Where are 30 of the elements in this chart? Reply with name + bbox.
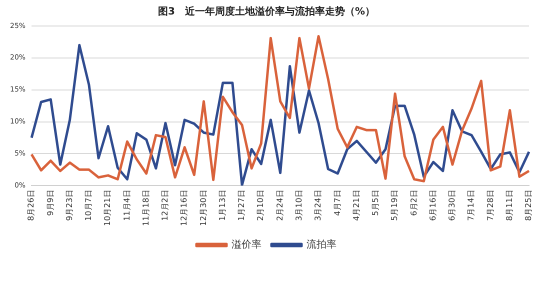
x-tick-label: 9月23日 [64, 190, 74, 221]
x-tick-label: 11月4日 [122, 190, 132, 221]
x-tick-label: 1月27日 [237, 190, 246, 221]
x-tick-label: 2月10日 [256, 190, 266, 221]
x-tick-label: 8月25日 [524, 190, 534, 221]
x-tick-label: 7月14日 [466, 190, 476, 221]
x-tick-label: 5月5日 [371, 190, 380, 216]
x-tick-label: 7月28日 [486, 190, 495, 221]
x-tick-label: 10月21日 [103, 190, 112, 226]
x-tick-label: 12月16日 [180, 190, 189, 226]
x-tick-label: 3月10日 [294, 190, 304, 221]
x-tick-label: 1月13日 [218, 190, 227, 221]
x-tick-label: 6月16日 [428, 190, 438, 221]
x-tick-label: 6月2日 [409, 190, 418, 216]
x-tick-label: 10月7日 [84, 190, 94, 221]
x-tick-label: 12月30日 [198, 190, 208, 226]
chart-title: 图3 近一年周度土地溢价率与流拍率走势（%） [158, 6, 375, 18]
x-tick-label: 4月21日 [352, 190, 361, 221]
x-tick-label: 12月2日 [160, 190, 170, 221]
x-tick-label: 8月26日 [26, 190, 36, 221]
x-tick-label: 5月19日 [390, 190, 400, 221]
x-tick-label: 2月24日 [275, 190, 284, 221]
x-tick-label: 11月18日 [141, 190, 150, 226]
x-tick-label: 9月9日 [46, 190, 55, 216]
legend-label: 流拍率 [306, 238, 336, 251]
x-tick-label: 3月24日 [314, 190, 323, 221]
x-tick-label: 4月7日 [332, 190, 342, 216]
x-tick-label: 8月11日 [504, 190, 514, 221]
legend-label: 溢价率 [232, 238, 262, 251]
x-tick-label: 6月30日 [448, 190, 457, 221]
